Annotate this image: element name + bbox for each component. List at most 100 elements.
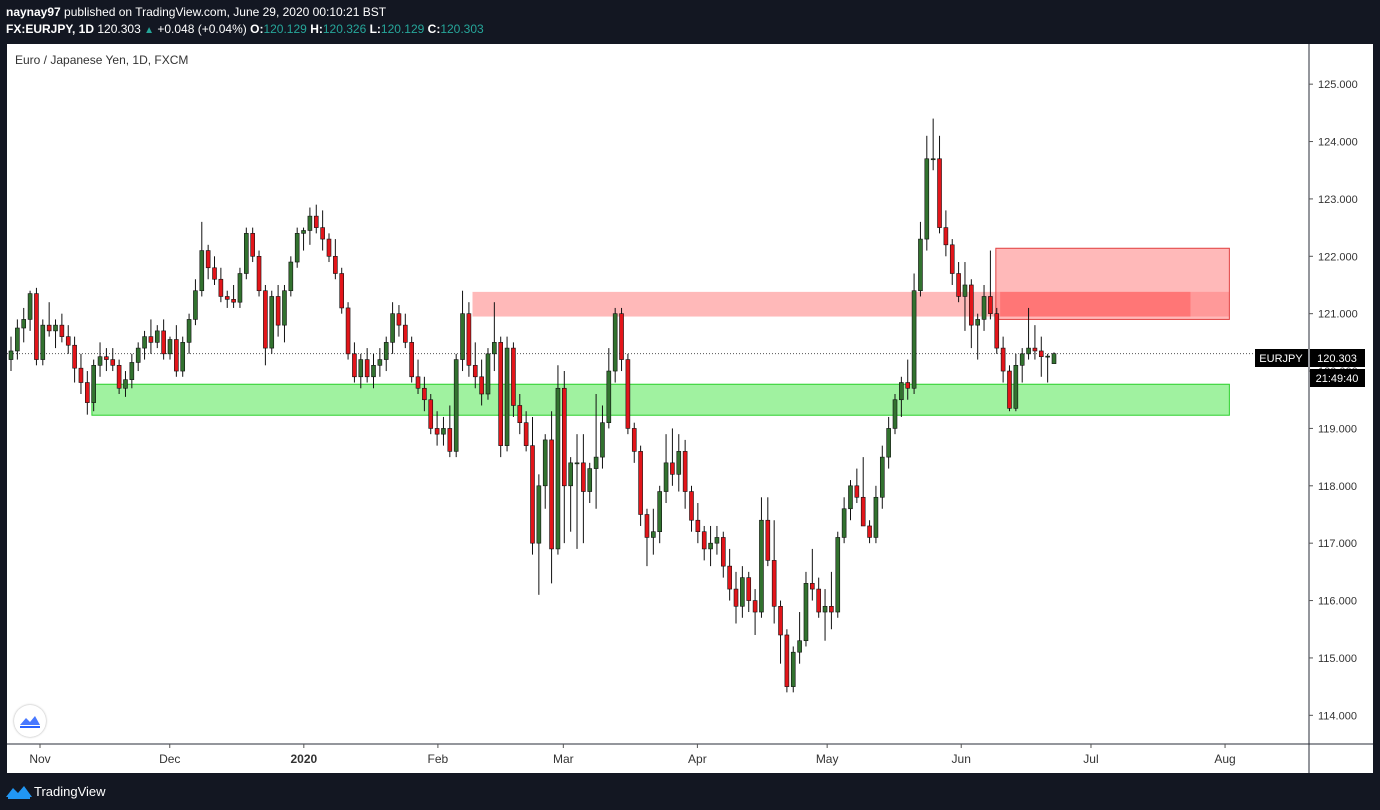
candle	[294, 227, 300, 268]
candle-body	[631, 428, 637, 452]
y-tick-label: 119.000	[1318, 423, 1357, 435]
candle	[447, 405, 453, 458]
candle	[415, 359, 421, 394]
price-axis[interactable]: 114.000 115.000 116.000 117.000 118.000 119.0…	[1309, 79, 1358, 722]
candle-body	[313, 215, 319, 228]
candle	[555, 365, 561, 555]
candle	[377, 348, 383, 377]
countdown-badge: 21:49:40	[1310, 369, 1365, 387]
candle-body	[174, 339, 179, 372]
candle-body	[224, 296, 230, 300]
zone-demand-3[interactable]	[91, 383, 1230, 416]
candle-body	[517, 405, 523, 423]
candle	[899, 376, 904, 417]
candle-body	[97, 356, 103, 366]
y-tick-label: 125.000	[1318, 79, 1358, 91]
candle-body	[460, 313, 465, 360]
candle-body	[886, 428, 891, 458]
candle-body	[237, 273, 243, 303]
candle	[498, 336, 504, 458]
candle	[167, 336, 173, 360]
candle	[746, 571, 752, 613]
candle	[930, 118, 936, 171]
tradingview-logo-icon[interactable]	[5, 783, 33, 801]
candle-body	[358, 359, 364, 378]
candle	[892, 394, 898, 435]
low-label: L:	[369, 22, 381, 36]
tradingview-corner-icon[interactable]	[14, 705, 46, 737]
candle	[485, 348, 491, 400]
candle	[714, 525, 720, 555]
candle-body	[244, 233, 249, 274]
candle-body	[695, 519, 701, 533]
candle	[848, 480, 853, 521]
candle	[956, 262, 961, 303]
tradingview-brand[interactable]: TradingView	[34, 784, 106, 799]
candle-body	[1026, 347, 1031, 355]
candle	[727, 548, 732, 601]
y-tick-label: 116.000	[1318, 596, 1357, 608]
candle-body	[472, 365, 478, 378]
candle-body	[682, 451, 688, 492]
candle	[740, 566, 745, 618]
candle	[301, 227, 306, 251]
candle	[148, 319, 154, 354]
candle-body	[59, 324, 65, 337]
candle-body	[65, 336, 71, 346]
candle-body	[752, 600, 758, 613]
candle-body	[142, 336, 147, 349]
open-value: 120.129	[263, 22, 307, 36]
candle-body	[523, 422, 529, 446]
candle	[542, 434, 548, 509]
candle	[587, 462, 593, 504]
candle	[78, 353, 84, 394]
candle-body	[759, 519, 764, 613]
candle-body	[326, 238, 332, 257]
candle-body	[205, 250, 211, 269]
candle-body	[110, 359, 116, 366]
candle	[244, 227, 249, 280]
y-tick-label: 115.000	[1318, 653, 1357, 665]
candle-body	[218, 278, 224, 297]
candle-body	[663, 462, 669, 492]
candle-body	[676, 451, 682, 475]
candle	[441, 416, 446, 446]
publisher-name[interactable]: naynay97	[6, 5, 61, 19]
candle	[994, 307, 1000, 354]
candle	[135, 342, 141, 372]
candle-body	[263, 290, 268, 349]
candle	[212, 256, 217, 285]
price-change: +0.048 (+0.04%)	[157, 22, 247, 36]
candle-body	[536, 485, 542, 544]
candle	[816, 577, 821, 618]
candle-body	[848, 485, 853, 510]
candle	[867, 520, 872, 544]
candle	[1000, 336, 1006, 383]
x-tick-label: Nov	[29, 752, 50, 766]
candle-body	[466, 313, 472, 366]
candle	[339, 267, 345, 314]
candle-body	[383, 342, 389, 360]
candle-body	[434, 428, 440, 435]
candle	[1038, 336, 1044, 377]
candle	[860, 457, 866, 527]
candle-body	[561, 387, 567, 487]
candle-body	[981, 296, 987, 320]
high-label: H:	[310, 22, 323, 36]
candle	[199, 221, 205, 297]
candle-body	[803, 583, 809, 642]
candle	[1032, 325, 1038, 360]
candle	[231, 284, 236, 308]
candle	[561, 371, 567, 544]
candle	[752, 589, 758, 635]
time-axis[interactable]: Nov Dec 2020 Feb Mar Apr May Jun Jul Aug	[29, 744, 1236, 766]
candle	[40, 319, 46, 366]
candle	[282, 284, 287, 343]
zone-supply-inner-2[interactable]	[1000, 291, 1191, 317]
candle	[879, 445, 885, 509]
x-tick-label: Mar	[553, 752, 574, 766]
candle-body	[422, 387, 427, 401]
candlestick-chart[interactable]: 114.000 115.000 116.000 117.000 118.000 119.0…	[7, 44, 1373, 773]
candle-body	[778, 605, 783, 636]
candle-body	[333, 255, 338, 274]
